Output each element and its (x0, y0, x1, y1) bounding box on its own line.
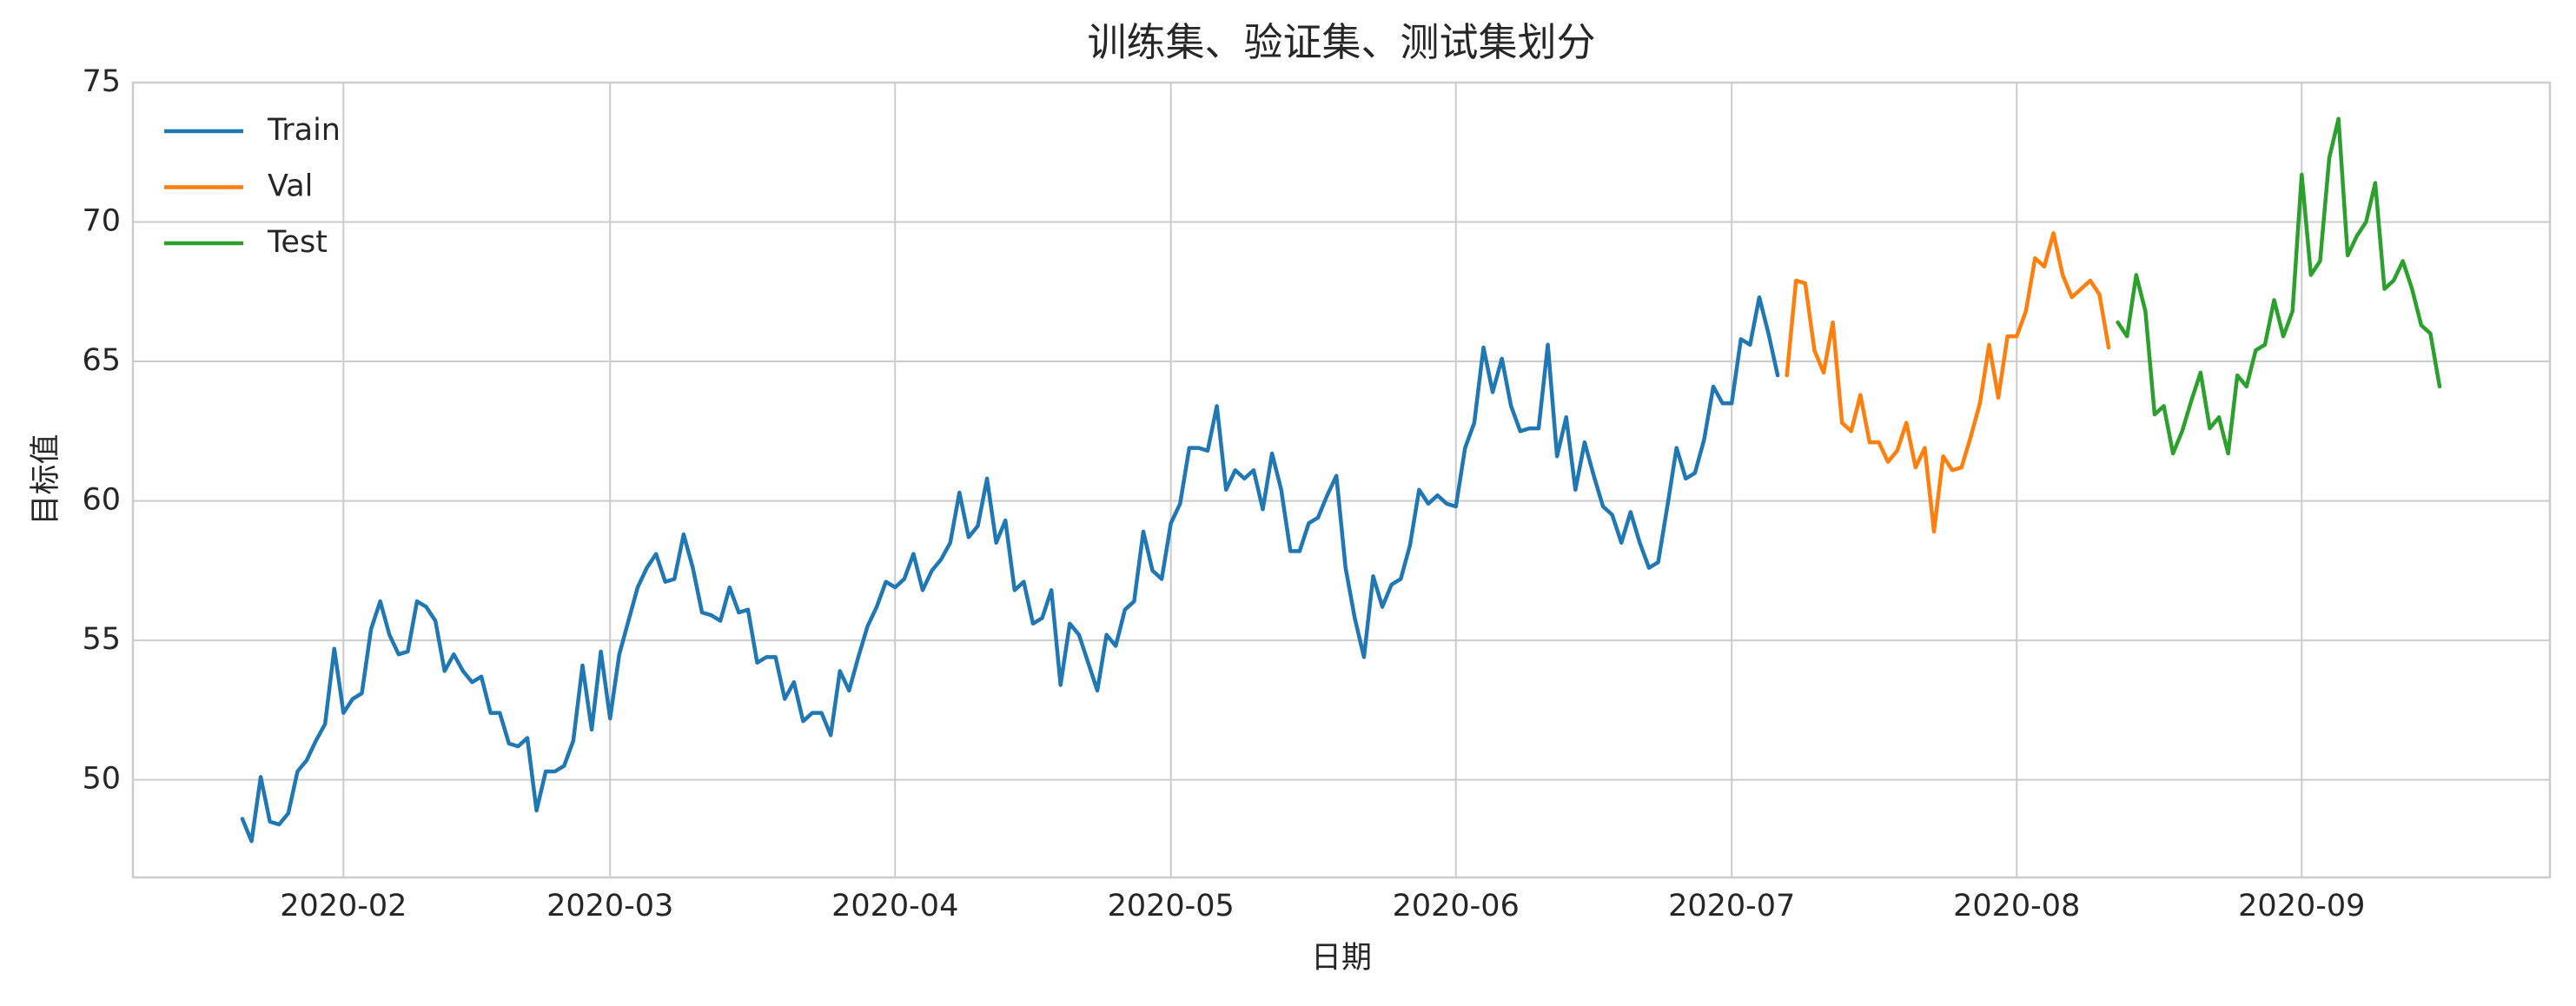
x-tick-label: 2020-04 (831, 889, 958, 923)
x-axis-label: 日期 (1311, 941, 1372, 976)
x-tick-label: 2020-02 (280, 889, 407, 923)
series-line (1785, 231, 2111, 534)
x-tick-label: 2020-07 (1668, 889, 1795, 923)
series-line (2116, 116, 2442, 456)
x-tick-label: 2020-08 (1953, 889, 2080, 923)
axes-frame (131, 81, 2552, 879)
x-tick-label: 2020-09 (2238, 889, 2365, 923)
y-tick-label: 50 (82, 762, 121, 797)
series-line (240, 295, 1780, 844)
y-tick-label: 70 (82, 204, 121, 239)
legend-label: Val (268, 169, 313, 204)
y-tick-label: 75 (82, 64, 121, 99)
legend-label: Train (267, 113, 341, 148)
x-tick-label: 2020-03 (546, 889, 673, 923)
x-tick-label: 2020-05 (1108, 889, 1235, 923)
y-tick-label: 65 (82, 343, 121, 378)
y-tick-label: 55 (82, 622, 121, 657)
chart-title: 训练集、验证集、测试集划分 (1087, 19, 1595, 65)
legend-label: Test (267, 225, 328, 260)
y-tick-label: 60 (82, 483, 121, 518)
y-axis-label: 目标值 (29, 434, 63, 525)
x-tick-label: 2020-06 (1393, 889, 1520, 923)
